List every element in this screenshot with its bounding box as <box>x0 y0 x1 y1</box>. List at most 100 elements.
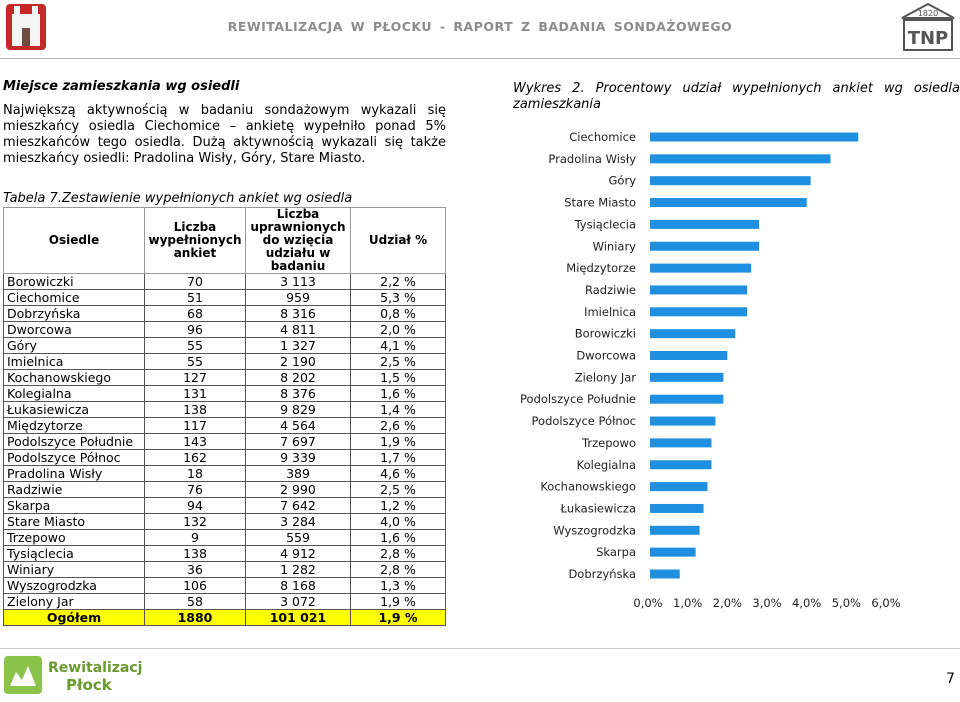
table-cell: 18 <box>144 465 246 482</box>
logo-text: TNP <box>908 28 949 49</box>
table-cell: Międzytorze <box>3 417 145 434</box>
x-tick-label: 0,0% <box>633 596 662 610</box>
table-cell: 0,8 % <box>350 305 446 322</box>
table-row: Międzytorze 117 4 564 2,6 % <box>3 417 446 434</box>
bar <box>650 482 708 492</box>
table-cell: 1,6 % <box>350 529 446 546</box>
category-label: Podolszyce Południe <box>520 392 636 406</box>
table-cell: 36 <box>144 561 246 578</box>
table-cell: 2 190 <box>245 353 351 370</box>
table-row: Łukasiewicza 138 9 829 1,4 % <box>3 401 446 418</box>
total-cell: Ogółem <box>3 609 145 626</box>
table-body: Borowiczki 70 3 113 2,2 % Ciechomice 51 959 5,3… <box>3 273 446 626</box>
table-row: Imielnica 55 2 190 2,5 % <box>3 353 446 370</box>
table-cell: 70 <box>144 273 246 290</box>
table-row: Stare Miasto 132 3 284 4,0 % <box>3 513 446 530</box>
table-cell: 1 327 <box>245 337 351 354</box>
category-label: Dobrzyńska <box>568 567 636 581</box>
table-cell: 9 <box>144 529 246 546</box>
x-tick-label: 3,0% <box>752 596 781 610</box>
table-cell: Pradolina Wisły <box>3 465 145 482</box>
section-title: Miejsce zamieszkania wg osiedli <box>3 79 240 94</box>
footer-rule <box>0 648 960 649</box>
table-cell: 3 072 <box>245 593 351 610</box>
header-title: REWITALIZACJA W PŁOCKU - RAPORT Z BADANI… <box>227 19 733 34</box>
table-cell: 1,2 % <box>350 497 446 514</box>
table-cell: 127 <box>144 369 246 386</box>
table-cell: 2,2 % <box>350 273 446 290</box>
category-label: Radziwie <box>585 283 636 297</box>
table-cell: 1,3 % <box>350 577 446 594</box>
table-row: Trzepowo 9 559 1,6 % <box>3 529 446 546</box>
bar <box>650 438 712 448</box>
table-cell: 3 113 <box>245 273 351 290</box>
table-cell: 55 <box>144 337 246 354</box>
table-cell: 2,6 % <box>350 417 446 434</box>
table-cell: Winiary <box>3 561 145 578</box>
logo-line2: Płock <box>66 676 113 694</box>
table-cell: 4 811 <box>245 321 351 338</box>
table-row: Dobrzyńska 68 8 316 0,8 % <box>3 305 446 322</box>
category-label: Stare Miasto <box>564 196 636 210</box>
column-header: Liczba wypełnionych ankiet <box>144 207 246 274</box>
table-cell: 8 168 <box>245 577 351 594</box>
table-row: Wyszogrodzka 106 8 168 1,3 % <box>3 577 446 594</box>
table-cell: Stare Miasto <box>3 513 145 530</box>
table-cell: 7 642 <box>245 497 351 514</box>
column-header: Liczba uprawnionych do wzięcia udziału w… <box>245 207 351 274</box>
table-cell: 8 376 <box>245 385 351 402</box>
page-number: 7 <box>946 671 955 687</box>
category-label: Wyszogrodzka <box>553 523 636 537</box>
table-cell: 106 <box>144 577 246 594</box>
table-cell: Góry <box>3 337 145 354</box>
table-cell: 8 202 <box>245 369 351 386</box>
bar <box>650 329 736 339</box>
table-cell: 9 829 <box>245 401 351 418</box>
table-row: Ciechomice 51 959 5,3 % <box>3 289 446 306</box>
table-cell: 1,4 % <box>350 401 446 418</box>
chart: Ciechomice Pradolina Wisły Góry Stare Miast… <box>520 130 901 610</box>
total-cell: 1880 <box>144 609 246 626</box>
category-label: Kolegialna <box>577 458 636 472</box>
table-cell: 389 <box>245 465 351 482</box>
table-row: Kochanowskiego 127 8 202 1,5 % <box>3 369 446 386</box>
table-cell: 96 <box>144 321 246 338</box>
paragraph: Największą aktywnością w badaniu sondażo… <box>3 103 446 166</box>
table-cell: 76 <box>144 481 246 498</box>
table-cell: 1,7 % <box>350 449 446 466</box>
category-label: Skarpa <box>596 545 636 559</box>
table-cell: 2,5 % <box>350 353 446 370</box>
table-cell: 2,0 % <box>350 321 446 338</box>
table-cell: 138 <box>144 401 246 418</box>
total-row: Ogółem 1880 101 021 1,9 % <box>3 609 446 626</box>
bar <box>650 198 807 208</box>
table-cell: 58 <box>144 593 246 610</box>
table-cell: 117 <box>144 417 246 434</box>
table-cell: 4 912 <box>245 545 351 562</box>
table-cell: 4,6 % <box>350 465 446 482</box>
table-cell: 94 <box>144 497 246 514</box>
table-cell: Wyszogrodzka <box>3 577 145 594</box>
table-row: Dworcowa 96 4 811 2,0 % <box>3 321 446 338</box>
category-label: Borowiczki <box>575 327 636 341</box>
category-label: Kochanowskiego <box>540 480 636 494</box>
bar <box>650 219 760 229</box>
table-cell: 138 <box>144 545 246 562</box>
bar <box>650 525 700 535</box>
table-row: Zielony Jar 58 3 072 1,9 % <box>3 593 446 610</box>
table-cell: 4,1 % <box>350 337 446 354</box>
table-cell: Trzepowo <box>3 529 145 546</box>
table-cell: Dworcowa <box>3 321 145 338</box>
table-cell: Tysiąclecia <box>3 545 145 562</box>
category-label: Trzepowo <box>581 436 636 450</box>
table-cell: Kolegialna <box>3 385 145 402</box>
table-cell: 2,8 % <box>350 561 446 578</box>
bar <box>650 394 724 404</box>
bar <box>650 263 752 273</box>
bar <box>650 460 712 470</box>
table-cell: 162 <box>144 449 246 466</box>
city-crest <box>6 4 46 50</box>
category-label: Łukasiewicza <box>559 501 636 515</box>
table-cell: Radziwie <box>3 481 145 498</box>
